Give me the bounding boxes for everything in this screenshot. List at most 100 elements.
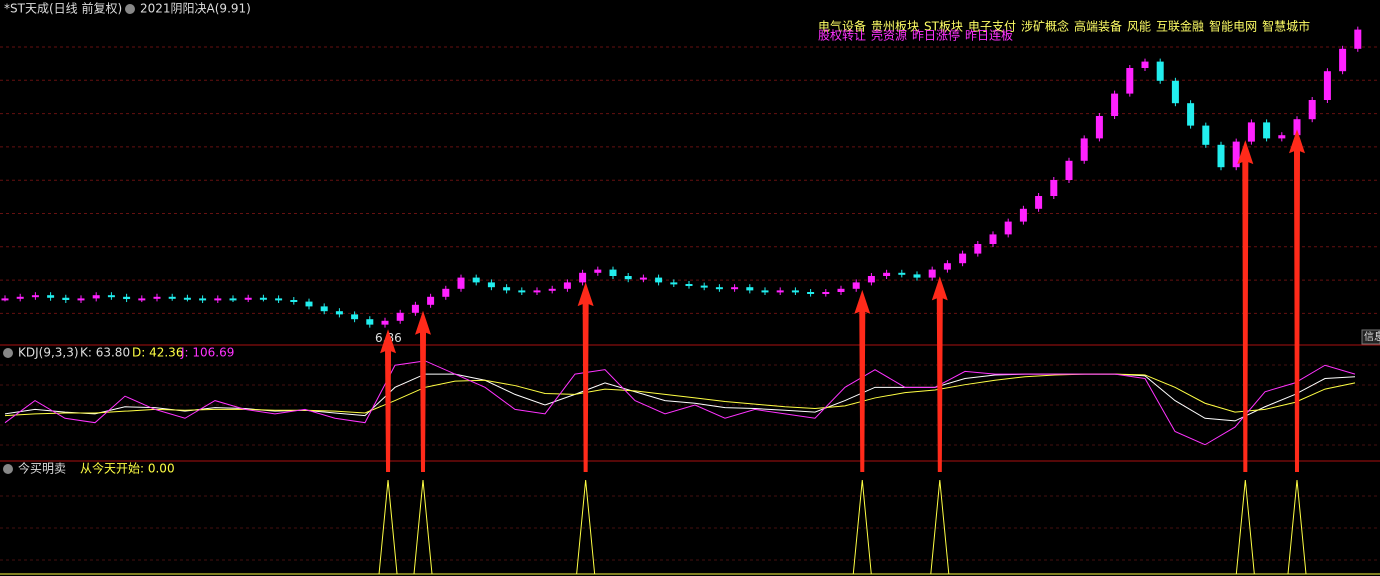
sector-tag: 电气设备 [818,19,866,34]
candle [807,292,815,294]
candle [791,290,799,293]
candle [959,253,967,264]
candle [138,298,146,301]
sector-tag: 风能 [1127,20,1151,34]
signal-spike [576,479,596,575]
indicator-title: 2021阴阳决A(9.91) [140,2,251,16]
menu-icon[interactable] [125,4,135,14]
candle [62,297,70,300]
candle [442,288,450,297]
candle [214,298,222,301]
candle [731,287,739,290]
candle [883,272,891,276]
candle [700,285,708,288]
candle [77,298,85,301]
candle [168,296,176,299]
candle [776,290,784,293]
candle [685,284,693,286]
candle [609,269,617,276]
sector-tag: 互联金融 [1156,19,1204,34]
candle [123,296,131,300]
candle [366,319,374,325]
candle [199,298,207,301]
candle [1035,196,1043,209]
candle [1278,135,1286,139]
signal-title: 今买明卖 [18,461,66,476]
candle [761,290,769,293]
kdj-line [4,360,1356,446]
candle [259,297,267,300]
candle [1141,61,1149,68]
candle [351,314,359,320]
candle [639,277,647,280]
sector-tag: 电子支付 [968,20,1016,34]
candle [335,311,343,315]
signal-arrow [931,276,948,472]
candle [92,295,100,299]
candle [1156,61,1164,81]
candle [229,298,237,301]
candle [275,298,283,301]
candle [290,300,298,302]
candle [852,282,860,289]
candle [989,234,997,244]
candle [548,288,556,291]
sector-tag: 智能电网 [1209,19,1257,34]
menu-icon[interactable] [3,464,13,474]
candle [624,276,632,280]
kdj-line [4,373,1356,417]
d-readout: D: 42.36 [132,346,183,360]
candle [837,288,845,292]
kdj-title: KDJ(9,3,3) [18,346,79,360]
candle [1065,160,1073,180]
candle [457,277,465,289]
candle [655,277,663,283]
candle [1050,180,1058,196]
candle [487,282,495,288]
k-readout: K: 63.80 [80,346,130,360]
sector-tag: 涉矿概念 [1021,19,1069,34]
signal-readout: 从今天开始: 0.00 [80,461,175,476]
candle [396,312,404,321]
candle [1126,68,1134,94]
candle [594,269,602,273]
candle [1095,116,1103,139]
signal-arrow [854,289,871,472]
candle [1308,100,1316,120]
signal-arrow [1237,140,1254,472]
signal-spike [930,479,950,575]
candle [579,272,587,283]
sector-tag: ST板块 [924,20,963,34]
side-tag-box[interactable] [1361,329,1380,345]
candle [183,297,191,300]
candle [107,295,115,298]
candle [1217,144,1225,168]
candle [670,282,678,285]
candle [943,263,951,270]
candle [244,297,252,300]
candle [867,276,875,283]
signal-spike [852,479,872,575]
candle [1323,71,1331,100]
candle [1171,80,1179,104]
signal-arrow [415,310,431,472]
sector-tag: 智慧城市 [1262,19,1310,34]
candle [563,282,571,289]
candle [305,301,313,307]
candle [518,290,526,293]
candle [913,274,921,278]
candle [1247,122,1255,142]
candle [1354,29,1362,49]
candle [1,298,9,301]
candle [1187,103,1195,126]
candle [47,295,55,298]
candle [31,295,39,298]
note-tag: 股权转让 [818,28,866,43]
side-tag[interactable]: 信息 [1364,330,1380,343]
menu-icon[interactable] [3,348,13,358]
candle [1339,48,1347,72]
signal-spike [1287,479,1307,575]
